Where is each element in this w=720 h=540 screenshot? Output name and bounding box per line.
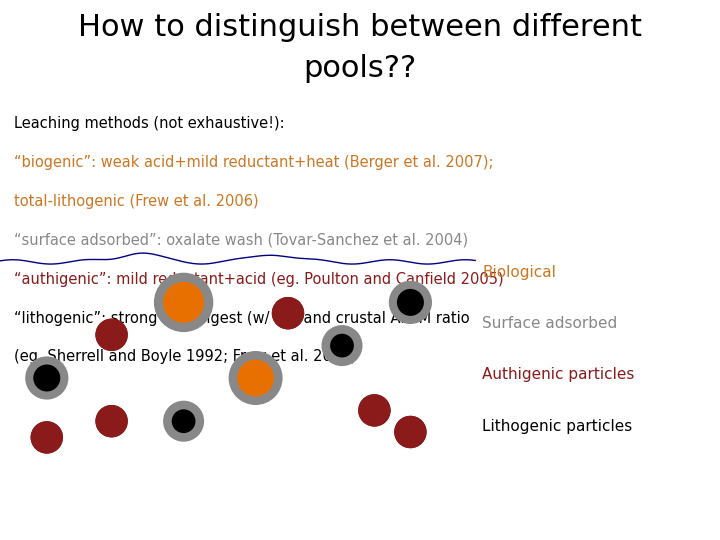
Ellipse shape [25,356,68,400]
Text: Surface adsorbed: Surface adsorbed [482,316,618,331]
Ellipse shape [397,289,424,316]
Text: Authigenic particles: Authigenic particles [482,367,635,382]
Text: Lithogenic particles: Lithogenic particles [482,418,633,434]
Text: pools??: pools?? [303,54,417,83]
Text: How to distinguish between different: How to distinguish between different [78,14,642,43]
Text: total-lithogenic (Frew et al. 2006): total-lithogenic (Frew et al. 2006) [14,194,259,209]
Ellipse shape [272,297,304,329]
Text: “biogenic”: weak acid+mild reductant+heat (Berger et al. 2007);: “biogenic”: weak acid+mild reductant+hea… [14,155,494,170]
Text: “surface adsorbed”: oxalate wash (Tovar-Sanchez et al. 2004): “surface adsorbed”: oxalate wash (Tovar-… [14,233,469,248]
Ellipse shape [322,325,362,366]
Ellipse shape [95,405,128,437]
Text: (eg. Sherrell and Boyle 1992; Frew et al. 2006): (eg. Sherrell and Boyle 1992; Frew et al… [14,349,356,364]
Ellipse shape [359,394,391,427]
Ellipse shape [33,364,60,391]
Ellipse shape [31,421,63,454]
Ellipse shape [359,394,391,427]
Ellipse shape [95,319,128,351]
Ellipse shape [31,421,63,454]
Ellipse shape [330,334,354,357]
Ellipse shape [272,297,304,329]
Ellipse shape [172,409,196,433]
Ellipse shape [95,405,128,437]
Text: Biological: Biological [482,265,557,280]
Text: “authigenic”: mild reductant+acid (eg. Poulton and Canfield 2005): “authigenic”: mild reductant+acid (eg. P… [14,272,504,287]
Ellipse shape [389,281,432,324]
Ellipse shape [229,351,283,405]
Ellipse shape [163,401,204,442]
Ellipse shape [154,273,213,332]
Ellipse shape [95,319,128,351]
Ellipse shape [395,416,426,448]
Ellipse shape [163,282,204,323]
Ellipse shape [237,360,274,396]
Text: Leaching methods (not exhaustive!):: Leaching methods (not exhaustive!): [14,116,285,131]
Text: “lithogenic”: strong acid digest (w/ HF) and crustal Al:TM ratio: “lithogenic”: strong acid digest (w/ HF)… [14,310,470,326]
Ellipse shape [395,416,426,448]
